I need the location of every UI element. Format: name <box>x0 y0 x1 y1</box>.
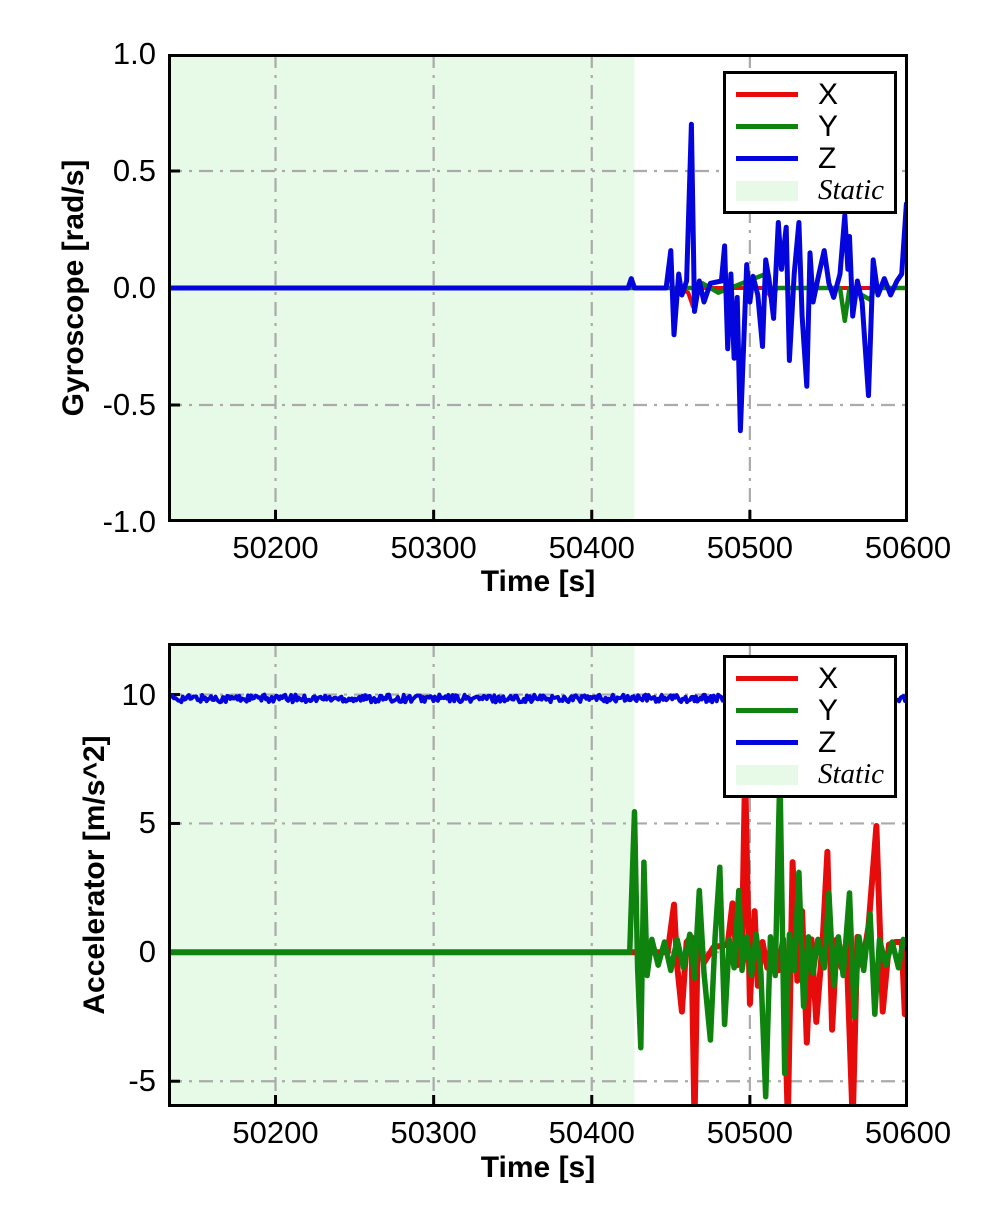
legend-label: Static <box>818 174 885 207</box>
legend-label: Y <box>818 109 839 143</box>
accelerometer-plot-area <box>168 643 908 1107</box>
y-tick-label: 0.0 <box>112 270 156 305</box>
y-tick-label: 1.0 <box>112 36 156 71</box>
series-y <box>168 769 908 1100</box>
gyroscope-chart-canvas <box>168 54 908 522</box>
accelerometer-y-axis-label: Accelerator [m/s^2] <box>78 735 111 1015</box>
legend-line-sample <box>736 156 798 162</box>
plot-border <box>168 643 908 1107</box>
x-tick-label: 50400 <box>548 530 635 565</box>
x-tick-label: 50600 <box>864 1115 952 1150</box>
accelerometer-x-axis-label: Time [s] <box>480 1151 596 1184</box>
legend-label: X <box>818 661 839 695</box>
accelerometer-legend: X Y Z Static <box>723 655 897 798</box>
legend-item-z: Z <box>736 143 894 174</box>
y-tick-label: 0 <box>138 934 156 970</box>
legend-item-z: Z <box>736 727 894 758</box>
x-tick-label: 50500 <box>706 1115 793 1150</box>
static-region <box>168 643 635 1107</box>
x-tick-label: 50200 <box>232 530 319 565</box>
y-tick-label: -1.0 <box>102 504 156 539</box>
y-tick-label: 5 <box>138 805 156 841</box>
legend-line-sample <box>736 91 798 97</box>
plot-border <box>168 54 908 522</box>
legend-item-static: Static <box>736 175 894 206</box>
x-tick-label: 50300 <box>390 1115 477 1150</box>
legend-label: Z <box>818 142 837 176</box>
legend-label: Static <box>818 758 885 791</box>
legend-line-sample <box>736 707 798 713</box>
legend-patch-sample <box>736 764 798 785</box>
legend-label: X <box>818 77 839 111</box>
gyroscope-legend: X Y Z Static <box>723 71 897 214</box>
legend-item-y: Y <box>736 111 894 142</box>
series-z <box>168 121 908 434</box>
legend-item-y: Y <box>736 695 894 726</box>
legend-item-x: X <box>736 79 894 110</box>
x-tick-label: 50600 <box>864 530 952 565</box>
y-tick-label: 0.5 <box>112 153 156 188</box>
gyroscope-plot-area <box>168 54 908 522</box>
legend-label: Z <box>818 726 837 760</box>
y-tick-label: 10 <box>121 676 156 712</box>
legend-line-sample <box>736 123 798 129</box>
legend-line-sample <box>736 740 798 746</box>
y-tick-label: -0.5 <box>102 387 156 422</box>
legend-item-static: Static <box>736 759 894 790</box>
x-tick-label: 50500 <box>706 530 793 565</box>
legend-patch-sample <box>736 180 798 201</box>
x-tick-label: 50300 <box>390 530 477 565</box>
y-tick-label: -5 <box>128 1063 156 1099</box>
x-tick-label: 50400 <box>548 1115 635 1150</box>
accelerometer-chart-canvas <box>168 643 908 1107</box>
gyroscope-x-axis-label: Time [s] <box>480 565 596 598</box>
legend-line-sample <box>736 675 798 681</box>
gyroscope-y-axis-label: Gyroscope [rad/s] <box>57 159 90 417</box>
legend-label: Y <box>818 693 839 727</box>
x-tick-label: 50200 <box>232 1115 319 1150</box>
legend-item-x: X <box>736 663 894 694</box>
